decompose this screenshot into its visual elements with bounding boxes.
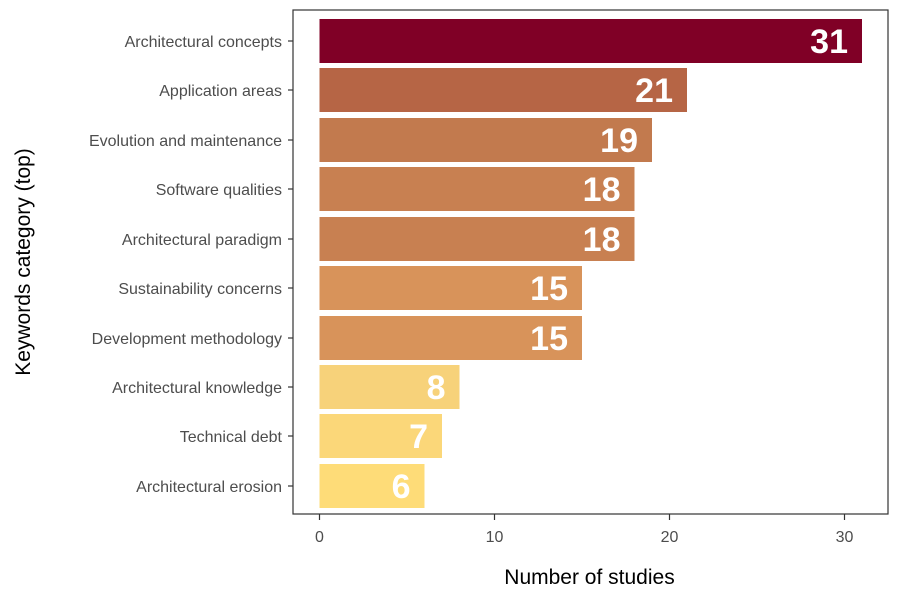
category-label-7: Development methodology	[92, 331, 282, 348]
x-tick-label-20: 20	[661, 529, 679, 546]
bar-4	[319, 167, 635, 211]
value-label-5: 18	[583, 221, 621, 259]
bar-1	[319, 19, 862, 63]
value-label-10: 6	[392, 468, 411, 506]
x-axis: 0 10 20 30	[315, 514, 854, 546]
bar-2	[319, 68, 687, 112]
y-axis: Architectural concepts Application areas E…	[89, 34, 293, 496]
x-axis-title: Number of studies	[504, 566, 674, 589]
category-label-4: Software qualities	[156, 182, 282, 199]
category-label-5: Architectural paradigm	[122, 232, 282, 249]
value-label-9: 7	[409, 418, 428, 456]
x-tick-label-10: 10	[486, 529, 504, 546]
category-label-9: Technical debt	[180, 429, 283, 446]
value-labels-group: 31 21 19 18 18 15 15 8 7 6	[392, 23, 848, 506]
value-label-4: 18	[583, 171, 621, 209]
category-label-2: Application areas	[159, 83, 282, 100]
category-label-6: Sustainability concerns	[118, 281, 282, 298]
bar-10	[319, 464, 425, 508]
category-label-1: Architectural concepts	[125, 34, 282, 51]
y-axis-title: Keywords category (top)	[12, 148, 35, 376]
bar-5	[319, 217, 635, 261]
bar-8	[319, 365, 460, 409]
bar-6	[319, 266, 582, 310]
category-label-3: Evolution and maintenance	[89, 133, 282, 150]
category-label-10: Architectural erosion	[136, 479, 282, 496]
bar-9	[319, 414, 442, 458]
value-label-7: 15	[530, 320, 568, 358]
bar-3	[319, 118, 652, 162]
x-tick-label-0: 0	[315, 529, 324, 546]
value-label-6: 15	[530, 270, 568, 308]
value-label-1: 31	[810, 23, 848, 61]
category-label-8: Architectural knowledge	[112, 380, 282, 397]
value-label-2: 21	[635, 72, 673, 110]
bar-7	[319, 316, 582, 360]
x-tick-label-30: 30	[836, 529, 854, 546]
value-label-3: 19	[600, 122, 638, 160]
bars-group	[319, 19, 862, 508]
value-label-8: 8	[427, 369, 446, 407]
plot-panel	[292, 9, 889, 515]
